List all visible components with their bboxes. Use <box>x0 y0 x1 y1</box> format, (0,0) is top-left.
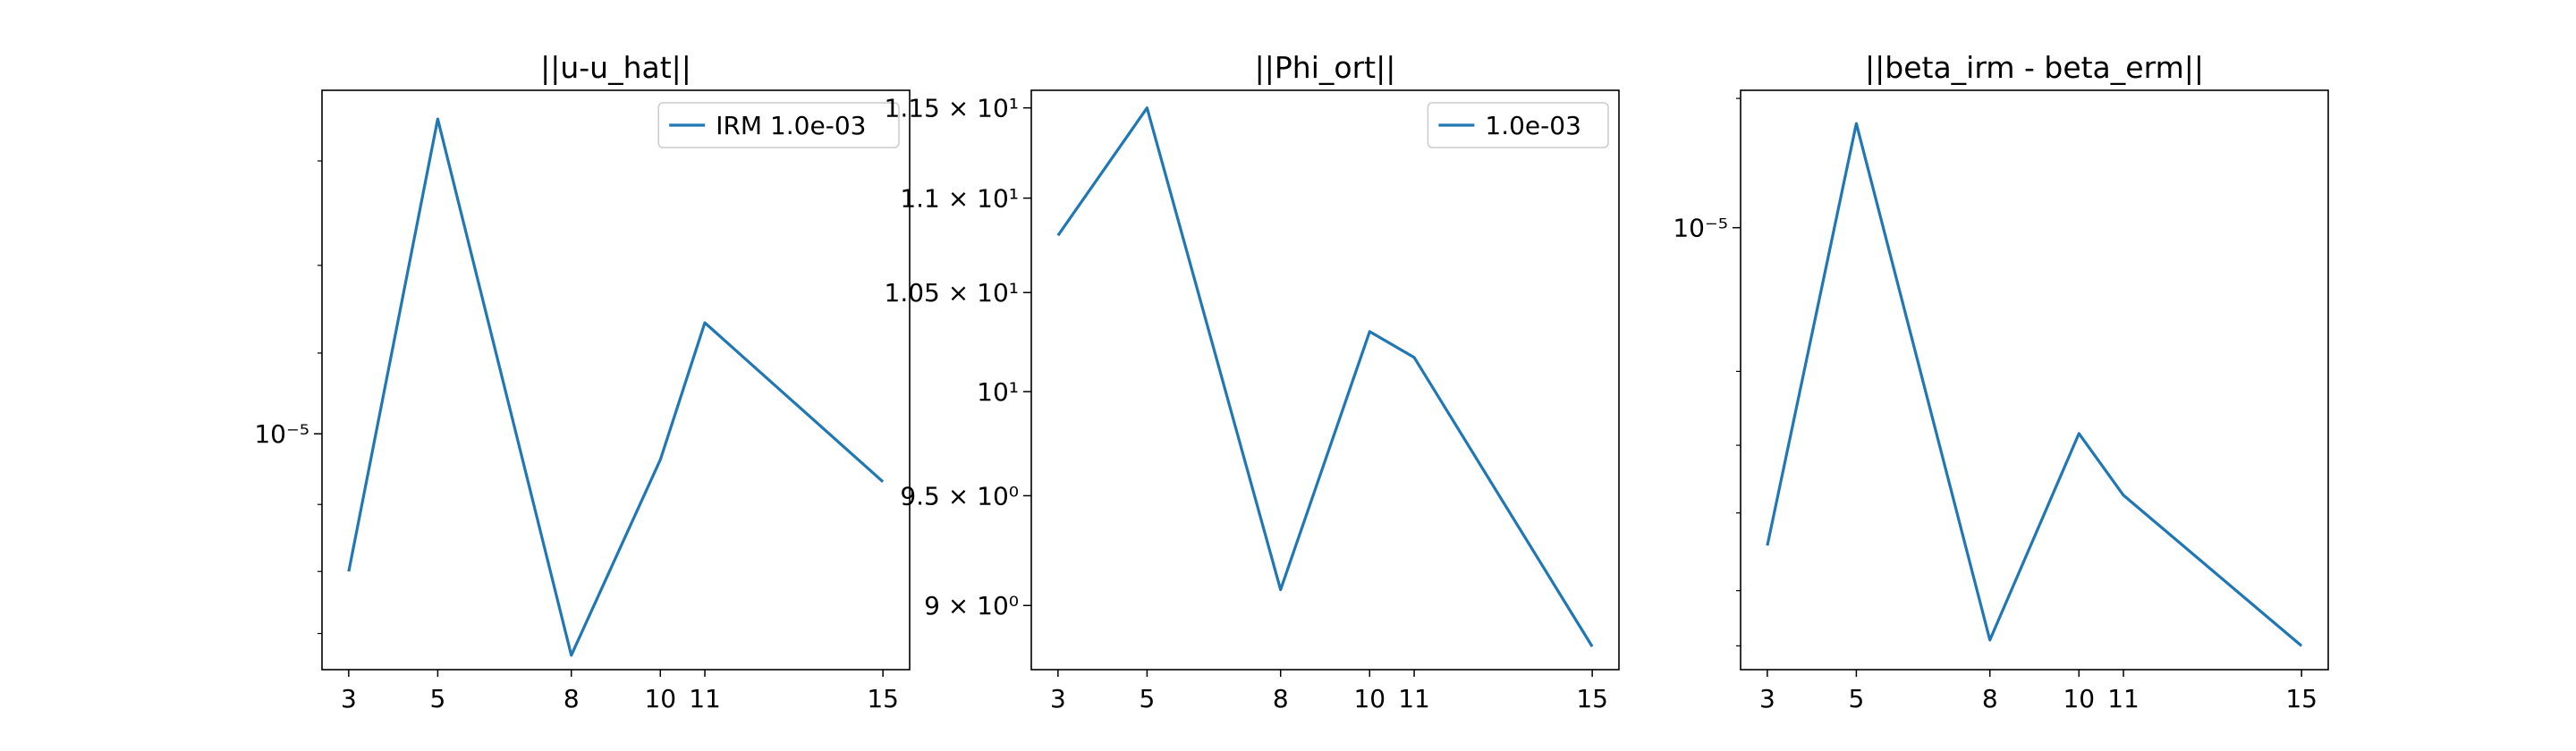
x-tick-label: 3 <box>1050 684 1066 713</box>
chart-panel-3: ||beta_irm - beta_erm|| 3 5 8 10 11 15 10⁻⁵ <box>1673 50 2329 713</box>
x-tick-label: 8 <box>564 684 580 713</box>
x-tick-label: 15 <box>867 684 899 713</box>
y-tick-label: 1.1 × 10¹ <box>900 184 1019 214</box>
chart-title: ||beta_irm - beta_erm|| <box>1865 50 2204 85</box>
x-tick-label: 10 <box>644 684 676 713</box>
x-tick-label: 3 <box>1759 684 1775 713</box>
x-tick-label: 3 <box>341 684 357 713</box>
plot-frame <box>1740 89 2329 671</box>
x-tick-label: 11 <box>1398 684 1430 713</box>
plot-frame <box>321 89 911 671</box>
y-tick-label: 1.15 × 10¹ <box>885 94 1019 123</box>
y-tick-label: 9.5 × 10⁰ <box>900 481 1019 511</box>
plot-frame <box>1030 89 1620 671</box>
x-tick-label: 10 <box>1353 684 1385 713</box>
chart-title: ||Phi_ort|| <box>1255 50 1396 85</box>
chart-panel-1: ||u-u_hat|| 3 5 8 10 11 15 10⁻⁵ IRM 1.0e-03 <box>254 50 911 713</box>
charts: ||u-u_hat|| 3 5 8 10 11 15 10⁻⁵ IRM 1.0e-03 ||Phi… <box>254 50 2329 713</box>
x-tick-label: 15 <box>1576 684 1608 713</box>
legend-label: IRM 1.0e-03 <box>716 111 866 140</box>
legend-box <box>1427 102 1609 148</box>
x-tick-label: 11 <box>689 684 721 713</box>
x-tick-label: 11 <box>2107 684 2140 713</box>
legend-box <box>657 102 900 148</box>
chart-panel-2: ||Phi_ort|| 3 5 8 10 11 15 9 × 10⁰ 9.5 × 10⁰ 10¹ 1… <box>885 50 1620 713</box>
x-tick-label: 5 <box>1848 684 1864 713</box>
y-tick-label: 10⁻⁵ <box>1673 214 1728 243</box>
series-line <box>1056 106 1594 647</box>
series-line <box>347 117 885 657</box>
legend-label: 1.0e-03 <box>1485 111 1581 140</box>
x-tick-label: 15 <box>2285 684 2318 713</box>
y-tick-label: 10⁻⁵ <box>254 419 309 449</box>
y-tick-label: 10¹ <box>977 377 1019 407</box>
x-tick-label: 8 <box>1982 684 1998 713</box>
y-tick-label: 1.05 × 10¹ <box>885 278 1019 308</box>
x-tick-label: 5 <box>1139 684 1155 713</box>
x-tick-label: 5 <box>429 684 445 713</box>
chart-title: ||u-u_hat|| <box>540 50 691 85</box>
y-tick-label: 9 × 10⁰ <box>924 591 1019 620</box>
x-tick-label: 10 <box>2063 684 2095 713</box>
series-line <box>1766 122 2303 647</box>
x-tick-label: 8 <box>1273 684 1289 713</box>
